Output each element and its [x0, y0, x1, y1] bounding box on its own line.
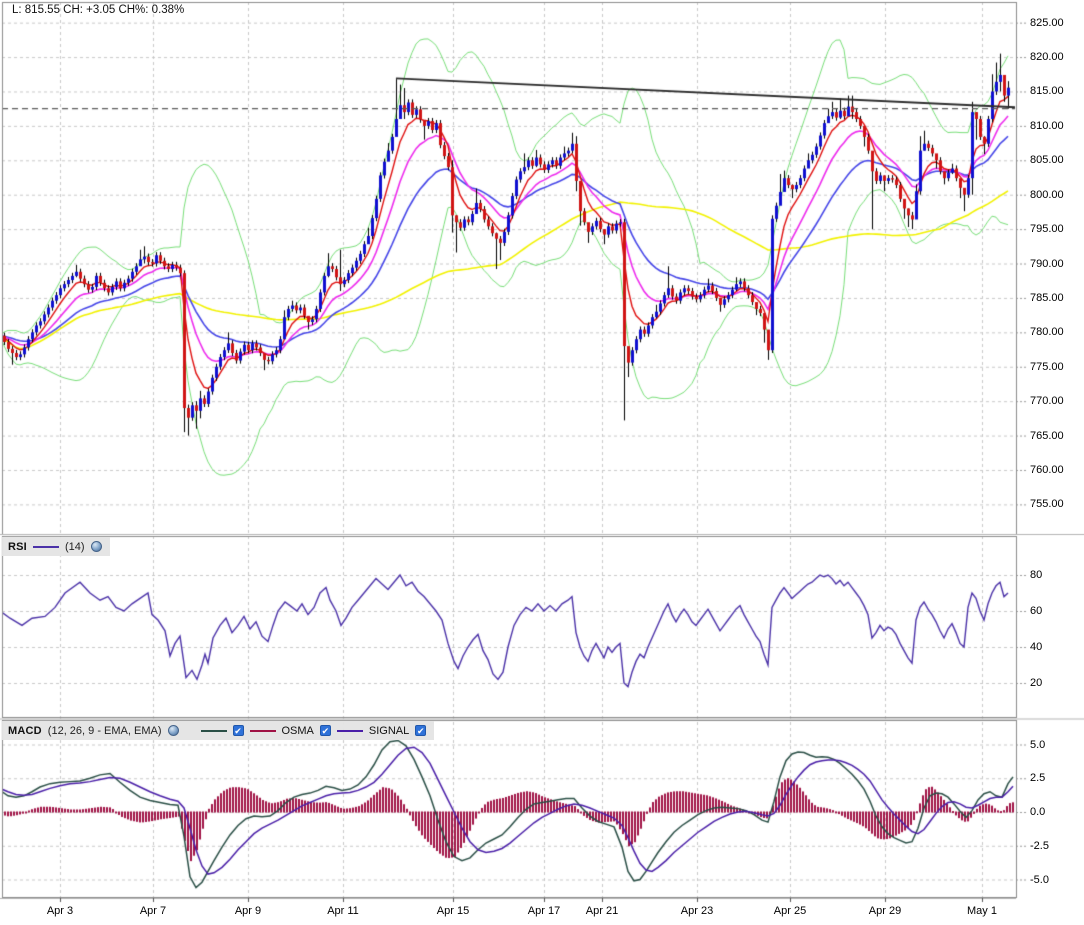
- date-axis-label: Apr 17: [527, 905, 561, 917]
- osma-line-sample: [249, 729, 276, 732]
- price-axis-label: 755.00: [1030, 498, 1064, 511]
- rsi-axis-label: 40: [1030, 641, 1043, 653]
- date-axis-label: Apr 15: [436, 905, 470, 917]
- quote-info: L: 815.55 CH: +3.05 CH%: 0.38%: [12, 4, 185, 16]
- price-axis-label: 785.00: [1030, 291, 1064, 304]
- price-axis-label: 810.00: [1030, 119, 1064, 132]
- price-axis-label: 790.00: [1030, 257, 1064, 270]
- macd-axis-label: 0.0: [1030, 806, 1046, 818]
- price-axis-label: 795.00: [1030, 223, 1064, 236]
- price-axis-label: 775.00: [1030, 360, 1064, 373]
- date-axis-label: Apr 7: [139, 905, 167, 917]
- signal-checkbox[interactable]: ✔: [415, 725, 427, 736]
- macd-axis-label: 5.0: [1030, 738, 1046, 751]
- macd-legend[interactable]: MACD (12, 26, 9 - EMA, EMA) ✔ OSMA ✔ SIG…: [2, 721, 435, 740]
- rsi-title: RSI: [8, 540, 27, 553]
- signal-label: SIGNAL: [368, 724, 410, 737]
- macd-axis-label: 2.5: [1030, 772, 1046, 785]
- rsi-axis-label: 80: [1030, 569, 1043, 581]
- macd-axis-label: -2.5: [1030, 839, 1049, 852]
- price-axis-label: 760.00: [1030, 463, 1064, 476]
- date-axis-label: Apr 3: [46, 905, 74, 917]
- price-axis-label: 815.00: [1030, 85, 1064, 98]
- macd-line-sample: [200, 729, 227, 732]
- macd-settings-icon[interactable]: [167, 725, 179, 736]
- date-axis-label: Apr 11: [327, 905, 359, 917]
- osma-label: OSMA: [281, 724, 314, 737]
- date-axis-label: Apr 9: [234, 905, 262, 917]
- price-axis-label: 780.00: [1030, 326, 1064, 339]
- price-axis-label: 765.00: [1030, 429, 1064, 442]
- date-axis-label: Apr 25: [773, 905, 807, 917]
- price-axis-label: 820.00: [1030, 51, 1064, 64]
- rsi-axis-label: 60: [1030, 605, 1043, 617]
- rsi-settings-icon[interactable]: [90, 541, 102, 552]
- price-axis-label: 800.00: [1030, 188, 1064, 201]
- macd-param: (12, 26, 9 - EMA, EMA): [47, 724, 162, 737]
- macd-line-checkbox[interactable]: ✔: [232, 725, 244, 736]
- rsi-param: (14): [64, 540, 85, 553]
- date-axis-label: Apr 21: [585, 905, 619, 917]
- macd-axis-label: -5.0: [1030, 873, 1049, 886]
- date-axis-label: May 1: [967, 905, 997, 917]
- rsi-line-sample: [32, 545, 59, 548]
- date-axis-label: Apr 23: [680, 905, 714, 917]
- price-axis-label: 770.00: [1030, 395, 1064, 408]
- rsi-legend[interactable]: RSI (14): [2, 537, 110, 556]
- osma-checkbox[interactable]: ✔: [319, 725, 331, 736]
- price-axis-label: 825.00: [1030, 16, 1064, 29]
- price-axis-label: 805.00: [1030, 154, 1064, 167]
- signal-line-sample: [336, 729, 363, 732]
- rsi-axis-label: 20: [1030, 677, 1043, 689]
- date-axis-label: Apr 29: [868, 905, 902, 917]
- macd-title: MACD: [8, 724, 42, 737]
